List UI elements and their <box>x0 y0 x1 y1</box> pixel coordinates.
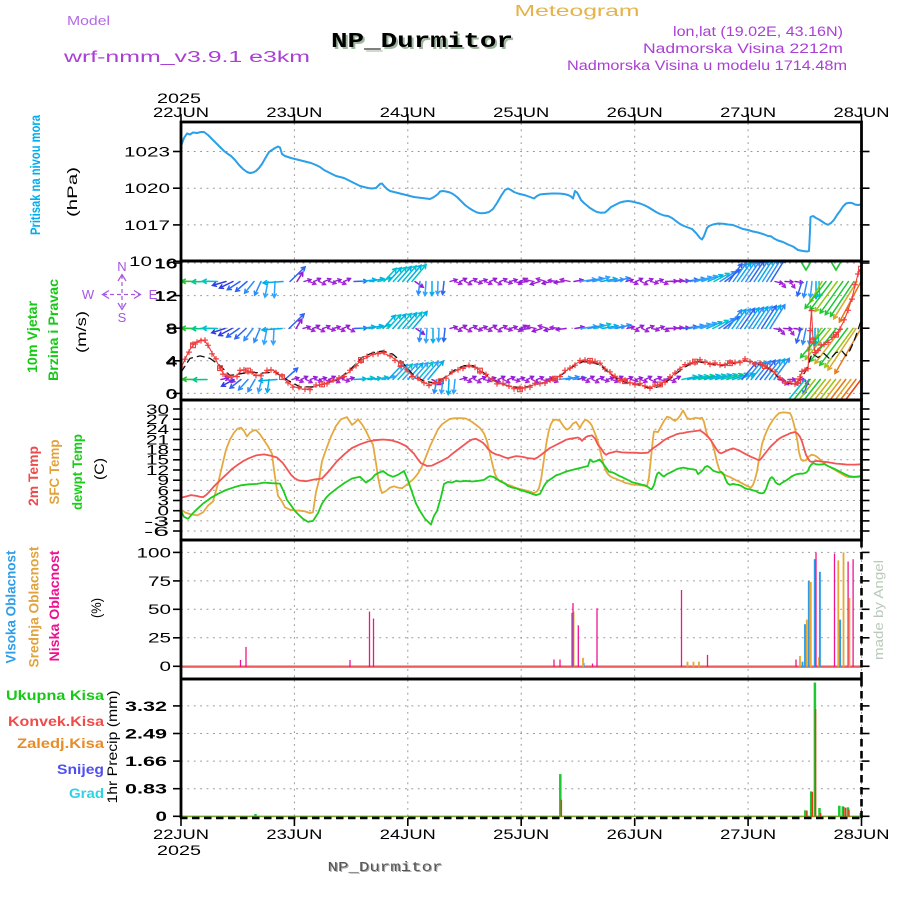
svg-text:24JUN: 24JUN <box>380 826 436 842</box>
svg-text:1.66: 1.66 <box>125 753 167 769</box>
svg-text:2.49: 2.49 <box>125 725 167 741</box>
svg-text:1020: 1020 <box>124 180 170 196</box>
svg-text:27: 27 <box>146 411 169 427</box>
svg-text:Snijeg: Snijeg <box>57 761 104 777</box>
svg-text:Pritisak na nivou mora: Pritisak na nivou mora <box>27 115 43 235</box>
svg-text:Vlsoka Oblacnost: Vlsoka Oblacnost <box>3 550 19 663</box>
svg-text:12: 12 <box>154 288 177 304</box>
svg-text:28JUN: 28JUN <box>834 826 890 842</box>
svg-text:22JUN: 22JUN <box>153 826 209 842</box>
svg-text:Brzina i Pravac: Brzina i Pravac <box>45 279 61 381</box>
svg-text:Konvek.Kisa: Konvek.Kisa <box>8 713 104 729</box>
svg-text:NP_Durmitor: NP_Durmitor <box>329 861 444 877</box>
svg-text:100: 100 <box>137 544 172 560</box>
svg-text:26JUN: 26JUN <box>607 104 663 120</box>
svg-text:0: 0 <box>160 658 172 674</box>
svg-text:Nadmorska Visina u modelu 1714: Nadmorska Visina u modelu 1714.48m <box>567 58 847 73</box>
svg-text:lon,lat (19.02E, 43.16N): lon,lat (19.02E, 43.16N) <box>673 24 843 39</box>
svg-text:6: 6 <box>158 482 170 498</box>
svg-text:Model: Model <box>67 13 110 28</box>
svg-text:Niska Oblacnost: Niska Oblacnost <box>46 550 62 661</box>
svg-text:28JUN: 28JUN <box>834 104 890 120</box>
svg-text:24JUN: 24JUN <box>380 104 436 120</box>
svg-text:0: 0 <box>158 503 170 519</box>
svg-text:25: 25 <box>148 630 171 646</box>
svg-text:S: S <box>118 310 127 325</box>
svg-text:25JUN: 25JUN <box>493 826 549 842</box>
svg-text:2025: 2025 <box>157 90 201 106</box>
svg-text:10: 10 <box>129 253 152 269</box>
svg-text:(%): (%) <box>88 598 104 618</box>
svg-text:12: 12 <box>155 288 178 304</box>
svg-text:0.83: 0.83 <box>125 781 167 797</box>
svg-text:Zaledj.Kisa: Zaledj.Kisa <box>17 735 104 751</box>
svg-text:27JUN: 27JUN <box>720 826 776 842</box>
svg-text:8: 8 <box>166 320 178 336</box>
svg-text:27JUN: 27JUN <box>720 104 776 120</box>
svg-text:(hPa): (hPa) <box>64 167 80 217</box>
svg-text:22JUN: 22JUN <box>153 104 209 120</box>
svg-text:dewpt Temp: dewpt Temp <box>69 434 85 510</box>
svg-text:(C): (C) <box>91 458 107 480</box>
svg-text:-6: -6 <box>144 523 169 539</box>
svg-text:4: 4 <box>166 353 178 369</box>
svg-text:9: 9 <box>158 472 170 488</box>
svg-text:15: 15 <box>146 452 169 468</box>
svg-text:wrf-nmm_v3.9.1 e3km: wrf-nmm_v3.9.1 e3km <box>62 49 310 66</box>
svg-text:21: 21 <box>146 431 169 447</box>
svg-text:26JUN: 26JUN <box>607 826 663 842</box>
svg-text:NP_Durmitor: NP_Durmitor <box>328 860 443 876</box>
svg-text:Grad: Grad <box>69 785 104 801</box>
svg-text:12: 12 <box>146 462 169 478</box>
svg-text:25JUN: 25JUN <box>493 104 549 120</box>
svg-text:SFC Temp: SFC Temp <box>46 440 62 505</box>
svg-text:-3: -3 <box>144 513 169 529</box>
svg-text:NP_Durmitor: NP_Durmitor <box>333 33 515 56</box>
svg-text:2025: 2025 <box>157 842 201 858</box>
svg-text:23JUN: 23JUN <box>266 826 322 842</box>
svg-text:Nadmorska Visina 2212m: Nadmorska Visina 2212m <box>643 41 843 56</box>
svg-text:16: 16 <box>154 255 177 271</box>
svg-text:16: 16 <box>155 256 178 272</box>
svg-text:4: 4 <box>166 353 178 369</box>
svg-text:NP_Durmitor: NP_Durmitor <box>331 31 513 54</box>
svg-text:24: 24 <box>146 421 169 437</box>
svg-text:2m Temp: 2m Temp <box>25 446 41 506</box>
svg-text:(m/s): (m/s) <box>73 311 89 353</box>
svg-text:8: 8 <box>166 321 178 337</box>
svg-text:0: 0 <box>156 808 168 824</box>
svg-text:0: 0 <box>166 385 178 401</box>
svg-text:23JUN: 23JUN <box>266 104 322 120</box>
svg-text:Meteogram: Meteogram <box>515 3 640 20</box>
svg-text:N: N <box>117 259 126 274</box>
svg-text:1023: 1023 <box>124 143 170 159</box>
svg-text:75: 75 <box>148 573 171 589</box>
svg-text:30: 30 <box>146 401 169 417</box>
svg-text:made by Angel: made by Angel <box>872 560 886 660</box>
svg-text:50: 50 <box>148 601 171 617</box>
svg-text:1hr Precip (mm): 1hr Precip (mm) <box>104 691 120 804</box>
svg-text:10m Vjetar: 10m Vjetar <box>24 300 40 373</box>
svg-text:1017: 1017 <box>124 217 170 233</box>
svg-text:W: W <box>82 287 95 302</box>
svg-text:3: 3 <box>158 492 170 508</box>
svg-text:3.32: 3.32 <box>125 698 167 714</box>
svg-text:18: 18 <box>146 442 169 458</box>
svg-text:Ukupna Kisa: Ukupna Kisa <box>6 687 104 703</box>
svg-text:0: 0 <box>166 386 178 402</box>
svg-text:E: E <box>149 287 158 302</box>
svg-text:Srednja Oblacnost: Srednja Oblacnost <box>26 546 42 667</box>
